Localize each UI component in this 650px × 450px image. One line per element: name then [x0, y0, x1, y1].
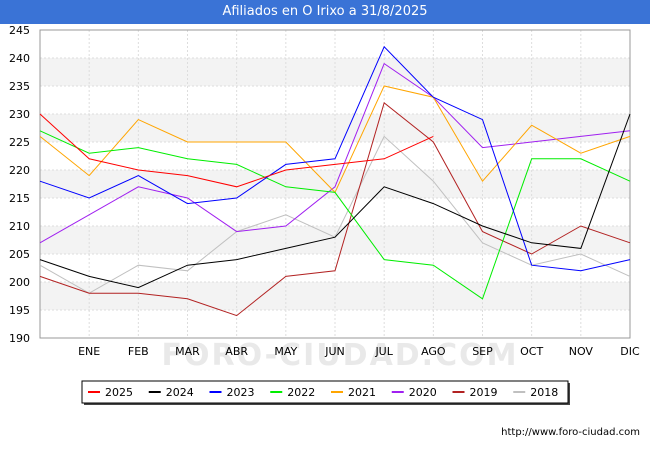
- x-tick-label: AGO: [421, 345, 446, 358]
- legend-label-2024: 2024: [166, 386, 194, 399]
- series-line-2024: [39, 113, 631, 289]
- series-lines: [39, 45, 631, 317]
- legend-label-2022: 2022: [287, 386, 315, 399]
- legend-label-2019: 2019: [470, 386, 498, 399]
- x-tick-label: ABR: [225, 345, 248, 358]
- x-tick-label: OCT: [520, 345, 543, 358]
- series-line-2023: [39, 45, 631, 272]
- series-line-2025: [39, 113, 434, 188]
- x-tick-label: MAR: [175, 345, 200, 358]
- x-tick-label: SEP: [472, 345, 493, 358]
- y-tick-label: 195: [9, 304, 30, 317]
- x-tick-label: DIC: [620, 345, 640, 358]
- x-tick-label: NOV: [569, 345, 594, 358]
- y-tick-label: 205: [9, 248, 30, 261]
- series-line-2022: [39, 130, 631, 300]
- legend-box: [81, 380, 569, 404]
- x-tick-label: ENE: [78, 345, 100, 358]
- plot-border: [39, 29, 631, 339]
- x-axis-ticks: ENE FEB MAR ABR MAY JUN JUL AGO SEP OCT NOV DIC: [78, 345, 640, 358]
- legend-label-2023: 2023: [227, 386, 255, 399]
- y-tick-label: 190: [9, 332, 30, 345]
- legend-label-2020: 2020: [409, 386, 437, 399]
- y-tick-label: 215: [9, 192, 30, 205]
- legend-label-2021: 2021: [348, 386, 376, 399]
- chart-title: Afiliados en O Irixo a 31/8/2025: [0, 0, 650, 24]
- legend: 2025 2024 2023 2022 2021 2020 2019 2018: [81, 380, 570, 405]
- footer-url[interactable]: http://www.foro-ciudad.com: [501, 427, 640, 438]
- legend-label-2018: 2018: [530, 386, 558, 399]
- x-tick-label: JUL: [374, 345, 393, 358]
- y-axis-ticks: 190 195 200 205 210 215 220 225 230 235 240 245: [9, 24, 30, 345]
- y-tick-label: 200: [9, 276, 30, 289]
- x-tick-label: FEB: [128, 345, 149, 358]
- series-line-2020: [39, 62, 631, 244]
- y-tick-label: 225: [9, 136, 30, 149]
- y-tick-label: 235: [9, 80, 30, 93]
- y-tick-label: 210: [9, 220, 30, 233]
- x-tick-label: MAY: [274, 345, 297, 358]
- x-tick-label: JUN: [324, 345, 345, 358]
- y-tick-label: 220: [9, 164, 30, 177]
- y-tick-label: 240: [9, 52, 30, 65]
- gridlines: [39, 29, 631, 339]
- legend-label-2025: 2025: [105, 386, 133, 399]
- y-tick-label: 245: [9, 24, 30, 37]
- y-tick-label: 230: [9, 108, 30, 121]
- watermark-text: FORO-CIUDAD.COM: [162, 338, 519, 373]
- series-line-2019: [39, 101, 631, 317]
